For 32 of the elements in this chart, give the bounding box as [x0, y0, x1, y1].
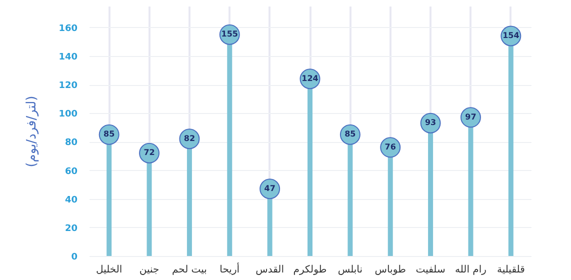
data-label: 85	[104, 130, 116, 139]
data-label: 97	[465, 112, 476, 122]
x-tick-label: الخليل	[96, 264, 122, 276]
y-tick-label: 120	[58, 81, 78, 92]
y-tick-label: 60	[64, 166, 78, 177]
y-tick-label: 20	[64, 224, 78, 234]
y-tick-label: 80	[64, 138, 78, 148]
y-tick-label: 140	[58, 52, 78, 62]
data-label: 82	[184, 134, 196, 143]
y-tick-label: 160	[58, 24, 78, 34]
data-label: 155	[221, 30, 238, 39]
y-tick-label: 100	[58, 110, 78, 120]
x-tick-label: القدس	[256, 264, 284, 276]
x-tick-label: أريحا	[220, 262, 240, 276]
data-label: 72	[144, 148, 155, 158]
data-label: 47	[264, 184, 276, 193]
x-tick-label: قلقيلية	[496, 264, 526, 276]
data-label: 154	[502, 31, 520, 40]
y-tick-label: 0	[71, 252, 78, 262]
x-tick-label: طولكرم	[293, 264, 327, 276]
x-tick-label: جنين	[139, 264, 160, 276]
x-tick-label: سلفيت	[416, 264, 446, 276]
data-label: 93	[424, 118, 436, 128]
data-label: 85	[344, 130, 356, 139]
x-tick-label: رام الله	[454, 264, 487, 276]
data-label: 124	[302, 74, 319, 83]
y-tick-label: 40	[64, 195, 78, 206]
x-tick-label: نابلس	[338, 264, 363, 276]
x-tick-label: طوباس	[374, 264, 406, 276]
y-axis-title: (لتر/فرد/يوم)	[24, 96, 40, 168]
data-label: 76	[384, 142, 396, 152]
x-tick-label: بيت لحم	[172, 264, 207, 276]
